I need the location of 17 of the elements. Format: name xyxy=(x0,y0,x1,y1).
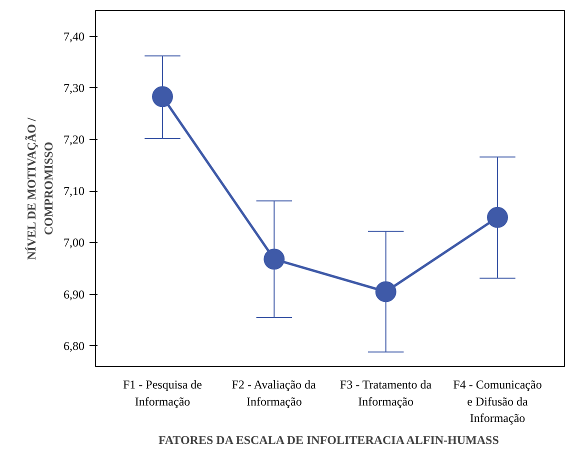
x-axis-title: FATORES DA ESCALA DE INFOLITERACIA ALFIN-HUMASS xyxy=(158,433,500,448)
x-tick-label: F4 - Comunicação e Difusão da Informação xyxy=(453,378,542,426)
y-tick-label: 6,90 xyxy=(64,287,84,302)
y-tick-label: 7,30 xyxy=(64,80,84,95)
x-tick-label: F3 - Tratamento da Informação xyxy=(340,378,432,408)
y-tick-label: 7,40 xyxy=(64,29,84,44)
point xyxy=(487,206,508,228)
point xyxy=(152,86,173,108)
y-tick-label: 7,20 xyxy=(64,132,84,146)
y-tick-label: 7,00 xyxy=(64,236,84,250)
y-axis-title: NÍVEL DE MOTIVAÇÃO / COMPROMISSO xyxy=(24,117,56,260)
point xyxy=(375,281,396,302)
x-tick-label: F1 - Pesquisa de Informação xyxy=(123,378,202,408)
y-tick-label: 6,80 xyxy=(64,338,84,353)
x-tick-label: F2 - Avaliação da Informação xyxy=(232,378,317,408)
y-tick-label: 7,10 xyxy=(64,184,84,198)
point xyxy=(264,248,285,270)
